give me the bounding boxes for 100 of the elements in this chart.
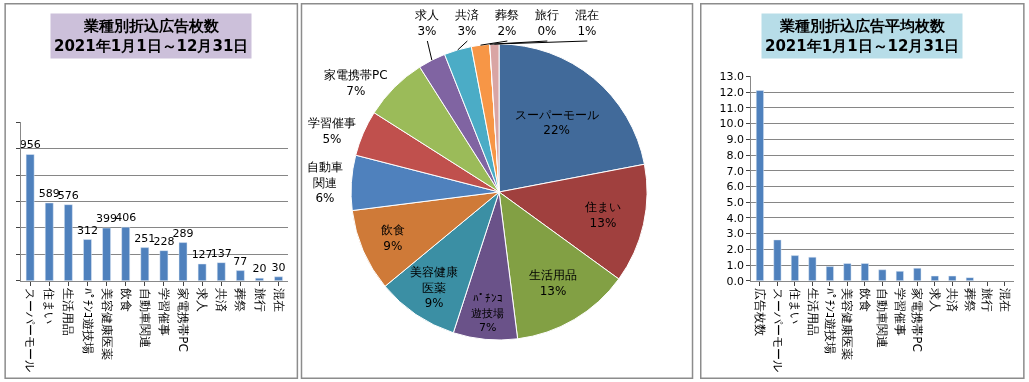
y-tick-label: 11.0: [719, 101, 744, 115]
x-tick-label: 住まい: [42, 287, 57, 325]
y-tick-label: 9.0: [726, 133, 744, 147]
data-label: 77: [233, 254, 248, 268]
x-tick-label: 旅行: [980, 288, 995, 313]
bar: [808, 256, 817, 281]
data-label: 7%: [346, 83, 366, 98]
x-tick-label: 旅行: [252, 288, 267, 313]
bar: [878, 269, 887, 281]
x-tick-label: 飲食: [118, 288, 133, 313]
category-label: 旅行: [535, 8, 559, 22]
data-label: 2%: [497, 23, 517, 38]
x-tick-label: ﾊﾟﾁﾝｺ遊技場: [822, 288, 837, 355]
x-tick-label: 飲食: [857, 288, 872, 313]
bar: [197, 263, 207, 281]
x-tick-label: 混在: [271, 288, 286, 313]
x-tick-label: 求人: [195, 288, 210, 313]
y-tick-label: 8.0: [726, 148, 744, 162]
data-label: 956: [19, 138, 41, 152]
bar: [825, 266, 834, 281]
y-tick-label: 13.0: [719, 70, 744, 84]
data-label: 3%: [457, 23, 477, 38]
y-tick-label: 6.0: [726, 180, 744, 194]
x-tick-label: 共済: [945, 288, 960, 313]
bar: [913, 267, 922, 281]
bar: [236, 270, 245, 281]
slice-label: 葬祭: [495, 8, 519, 22]
bar: [773, 239, 782, 281]
data-label: 20: [252, 262, 267, 276]
slice-label: 家電携帯PC: [324, 68, 388, 82]
data-label: 9%: [424, 295, 444, 310]
bar: [965, 277, 974, 281]
y-tick-label: 5.0: [726, 196, 744, 210]
x-tick-label: 自動車関連: [875, 288, 890, 349]
y-tick-label: 3.0: [726, 227, 744, 241]
x-tick-label: 混在: [997, 288, 1012, 313]
bar: [755, 90, 764, 281]
y-tick-label: 1.0: [726, 258, 744, 272]
data-label: 30: [271, 260, 286, 274]
bar: [860, 263, 869, 281]
slice-label: スーパーモール: [514, 107, 599, 122]
x-tick-label: ﾊﾟﾁﾝｺ遊技場: [80, 288, 95, 355]
bar: [790, 255, 799, 281]
bar: [274, 276, 283, 281]
x-tick-label: スーパーモール: [770, 288, 785, 373]
y-tick-label: 2.0: [726, 243, 744, 257]
bar: [64, 204, 73, 281]
data-label: 22%: [543, 123, 571, 138]
y-tick-label: 7.0: [726, 164, 744, 178]
x-tick-label: 広告枚数: [753, 288, 768, 337]
data-label: 1%: [577, 23, 597, 38]
data-label: 5%: [322, 131, 342, 146]
x-tick-label: 学習催事: [892, 288, 907, 337]
x-tick-label: 共済: [214, 288, 229, 313]
bar: [178, 242, 188, 281]
x-tick-label: 住まい: [788, 287, 802, 325]
data-label: 312: [76, 223, 98, 237]
bar: [255, 277, 264, 281]
data-label: 9%: [383, 238, 403, 253]
x-tick-label: 美容健康医薬: [840, 288, 855, 361]
data-label: 3%: [417, 23, 437, 38]
bar: [83, 239, 92, 281]
slice-label: 学習催事: [308, 116, 356, 130]
x-tick-label: 家電携帯PC: [176, 288, 191, 352]
bar: [102, 227, 111, 281]
x-tick-label: 美容健康医薬: [99, 288, 114, 361]
data-label: 13%: [589, 215, 617, 230]
data-label: 13%: [539, 283, 567, 298]
data-label: 127: [191, 247, 213, 261]
chart-title: 業種別折込広告枚数 2021年1月1日～12月31日: [54, 17, 249, 55]
slice-label: 自動車関連: [307, 160, 343, 190]
text: 0%: [537, 23, 557, 38]
bar: [121, 226, 130, 281]
bar: [44, 202, 54, 281]
x-tick-label: 求人: [927, 288, 942, 313]
bar: [930, 275, 939, 281]
bar: [140, 247, 150, 281]
slice-label: 求人: [415, 8, 439, 22]
x-tick-label: 家電携帯PC: [910, 288, 925, 352]
x-tick-label: 生活用品: [61, 288, 76, 337]
x-tick-label: スーパーモール: [23, 288, 38, 373]
y-tick-label: 10.0: [719, 117, 744, 131]
data-label: 6%: [315, 191, 335, 206]
bar: [159, 250, 169, 281]
x-tick-label: 葬祭: [233, 288, 248, 313]
chart-title: 業種別折込広告平均枚数 2021年1月1日～12月31日: [765, 17, 960, 55]
bar: [948, 275, 957, 281]
x-tick-label: 葬祭: [962, 288, 977, 313]
bar: [843, 263, 852, 281]
data-label: 7%: [478, 320, 497, 334]
bar: [216, 262, 226, 281]
x-tick-label: 学習催事: [157, 288, 172, 337]
y-tick-label: 12.0: [719, 85, 744, 99]
x-tick-label: 生活用品: [805, 288, 820, 337]
slice-label: 生活用品: [528, 268, 577, 283]
y-tick-label: 4.0: [726, 211, 744, 225]
bar: [25, 154, 35, 281]
slice-label: 飲食: [380, 223, 405, 238]
y-tick-label: 0.0: [726, 274, 744, 288]
slice-label: 住まい: [583, 200, 621, 215]
